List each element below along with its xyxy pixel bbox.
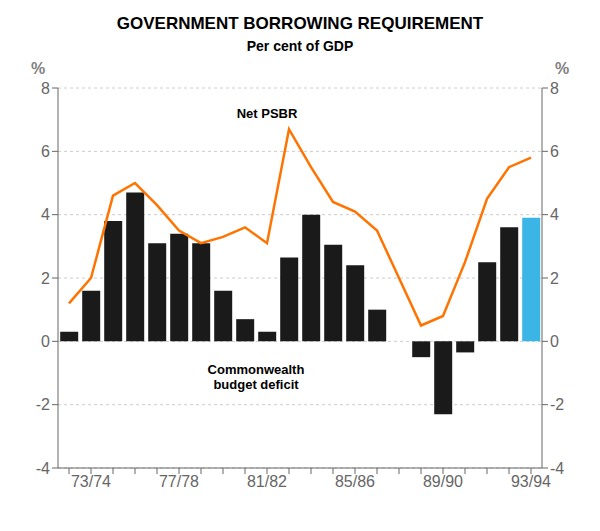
svg-text:4: 4 xyxy=(550,206,559,223)
svg-text:8: 8 xyxy=(550,80,559,97)
svg-text:-4: -4 xyxy=(550,460,564,477)
svg-text:85/86: 85/86 xyxy=(335,473,375,490)
svg-text:6: 6 xyxy=(41,143,50,160)
svg-text:%: % xyxy=(31,60,45,77)
svg-text:81/82: 81/82 xyxy=(247,473,287,490)
svg-text:77/78: 77/78 xyxy=(159,473,199,490)
svg-text:0: 0 xyxy=(550,333,559,350)
svg-text:2: 2 xyxy=(550,270,559,287)
svg-text:-2: -2 xyxy=(36,396,50,413)
svg-text:93/94: 93/94 xyxy=(511,473,551,490)
svg-text:Net PSBR: Net PSBR xyxy=(237,106,298,121)
svg-text:0: 0 xyxy=(41,333,50,350)
svg-text:-4: -4 xyxy=(36,460,50,477)
html-text:Per cent of GDP: Per cent of GDP xyxy=(246,38,354,54)
svg-text:%: % xyxy=(555,60,569,77)
svg-text:-2: -2 xyxy=(550,396,564,413)
svg-text:73/74: 73/74 xyxy=(71,473,111,490)
svg-text:2: 2 xyxy=(41,270,50,287)
html-text:GOVERNMENT BORROWING REQUIREME: GOVERNMENT BORROWING REQUIREMENT xyxy=(116,14,484,33)
svg-text:4: 4 xyxy=(41,206,50,223)
svg-text:89/90: 89/90 xyxy=(423,473,463,490)
svg-text:8: 8 xyxy=(41,80,50,97)
svg-text:Commonwealthbudget deficit: Commonwealthbudget deficit xyxy=(208,361,305,391)
svg-text:6: 6 xyxy=(550,143,559,160)
